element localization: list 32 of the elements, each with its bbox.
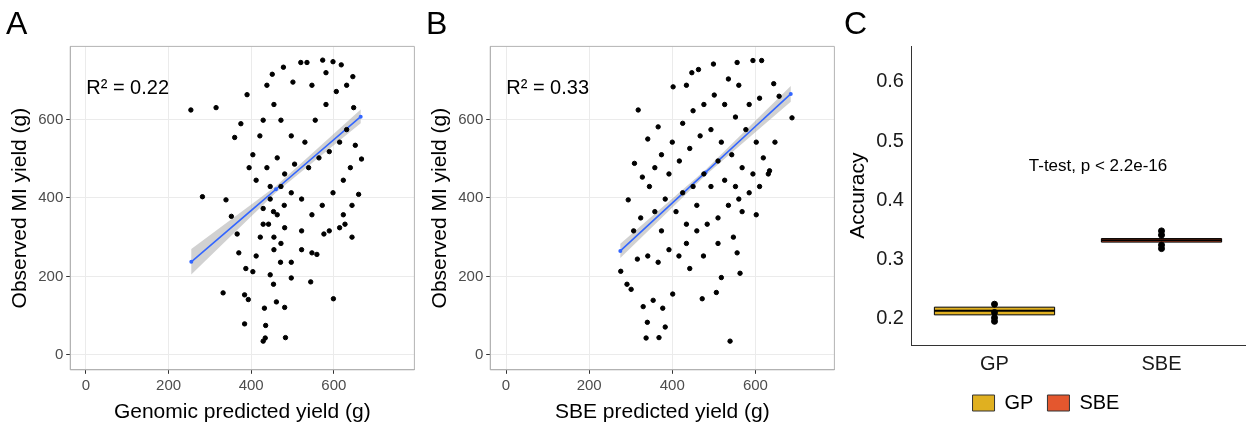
y-tick-label: 600 [38,109,64,127]
x-tick-label: 600 [742,375,768,393]
annotation: R² = 0.22 [86,75,170,98]
y-tick-label: 0.4 [876,187,904,210]
y-tick-label: 200 [458,266,484,284]
y-tick-label: 0.2 [876,305,904,328]
x-tick-label: 200 [156,375,182,393]
x-tick-label: 400 [659,375,685,393]
y-axis-title: Accuracy [845,152,869,239]
x-axis-title: SBE predicted yield (g) [554,399,770,423]
y-tick-label: 400 [38,188,64,206]
y-tick-label: 600 [458,109,484,127]
chart-title: B [426,5,448,42]
x-tick-label: 0 [81,375,91,393]
legend-label: GP [1004,390,1034,413]
y-axis-title: Observed MI yield (g) [427,107,451,309]
legend-label: SBE [1079,390,1120,413]
y-tick-label: 0.6 [876,69,904,92]
x-tick-label: 400 [238,375,264,393]
x-tick-label: 0 [501,375,511,393]
annotation: T-test, p < 2.2e-16 [1028,155,1168,175]
chart-title: C [844,5,868,42]
y-tick-label: 200 [38,266,64,284]
x-tick-label: 200 [576,375,602,393]
x-tick-label: 600 [321,375,347,393]
annotation: R² = 0.33 [506,75,590,98]
y-tick-label: 400 [458,188,484,206]
y-tick-label: 0.5 [876,128,904,151]
x-axis-title: Genomic predicted yield (g) [113,399,371,423]
chart-title: A [6,5,28,42]
y-tick-label: 0.3 [876,246,904,269]
y-axis-title: Observed MI yield (g) [7,107,31,309]
